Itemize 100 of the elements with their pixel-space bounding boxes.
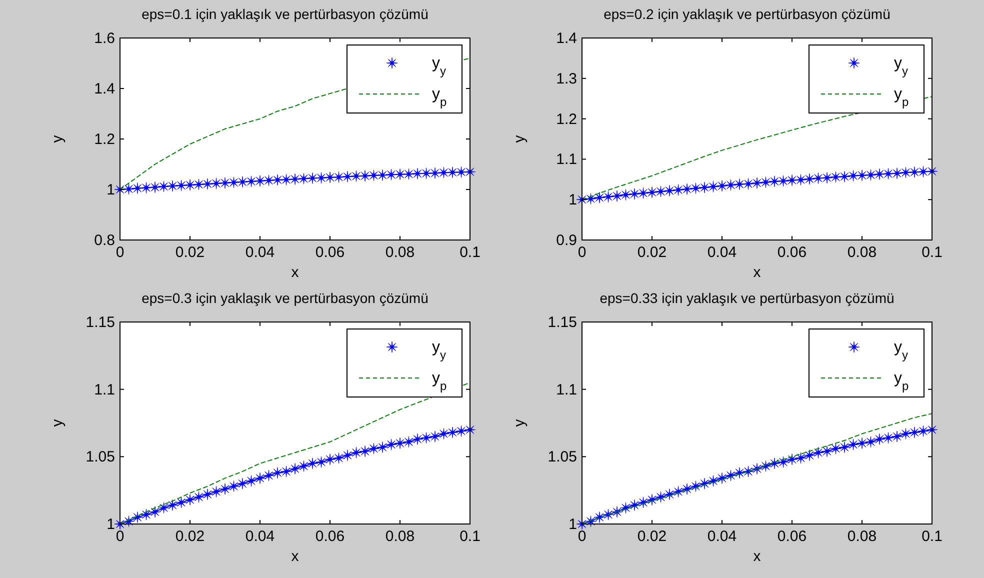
point xyxy=(193,491,204,503)
point xyxy=(394,168,406,180)
point xyxy=(751,177,763,189)
point xyxy=(786,174,798,186)
point xyxy=(429,430,441,442)
point xyxy=(193,178,204,190)
point xyxy=(838,442,850,453)
point xyxy=(184,494,196,506)
point xyxy=(123,183,134,195)
x-tick-label: 0.06 xyxy=(315,244,345,261)
point xyxy=(333,171,344,183)
point xyxy=(891,430,903,442)
y-axis-title: y xyxy=(49,418,66,427)
chart-title: eps=0.1 için yaklaşık ve pertürbasyon çözümü xyxy=(142,6,428,22)
legend-label: y$_{y}$ xyxy=(894,339,908,362)
point xyxy=(882,432,894,444)
point xyxy=(628,188,640,200)
point xyxy=(576,518,588,530)
y-tick-label: 1.2 xyxy=(94,131,115,148)
point xyxy=(412,168,424,180)
point xyxy=(166,499,178,511)
y-axis-title: y xyxy=(511,418,528,427)
point xyxy=(316,172,327,184)
legend-label: y$_{y}$ xyxy=(432,339,446,362)
point xyxy=(438,428,450,440)
x-tick-label: 0.08 xyxy=(385,244,415,261)
point xyxy=(158,502,170,514)
point xyxy=(342,170,354,182)
point xyxy=(228,176,240,188)
x-tick-label: 0.02 xyxy=(637,244,667,261)
x-axis-title: x xyxy=(753,548,762,565)
y-tick-label: 1.2 xyxy=(556,110,577,128)
point xyxy=(176,496,187,508)
point xyxy=(306,172,318,184)
point xyxy=(306,458,318,470)
x-tick-label: 0.04 xyxy=(245,528,275,545)
point xyxy=(386,168,397,180)
legend-label: y$_{p}$ xyxy=(432,86,447,109)
y-tick-label: 1.1 xyxy=(556,381,577,398)
point xyxy=(324,172,336,184)
y-tick-label: 1.4 xyxy=(556,30,577,47)
y-tick-label: 1 xyxy=(568,192,577,209)
point xyxy=(848,170,859,182)
point xyxy=(420,432,432,444)
y-tick-label: 1 xyxy=(568,516,577,533)
point xyxy=(681,483,693,495)
point xyxy=(856,438,868,449)
point xyxy=(734,178,746,190)
point xyxy=(289,173,301,185)
point xyxy=(795,452,806,464)
point xyxy=(280,466,292,478)
point xyxy=(429,167,441,179)
point xyxy=(176,180,187,192)
x-tick-label: 0.06 xyxy=(777,528,807,545)
point xyxy=(376,442,388,453)
point xyxy=(698,182,710,194)
point xyxy=(900,428,912,440)
y-tick-label: 1.4 xyxy=(94,80,115,98)
y-axis-title: y xyxy=(511,134,528,143)
point xyxy=(236,478,248,490)
point xyxy=(446,426,458,438)
point xyxy=(760,176,772,188)
point xyxy=(272,467,284,479)
point xyxy=(821,446,833,457)
x-tick-label: 0.08 xyxy=(385,528,415,545)
point xyxy=(202,488,214,500)
point xyxy=(184,179,196,191)
point xyxy=(368,442,380,454)
point xyxy=(681,183,693,195)
point xyxy=(114,518,126,530)
point xyxy=(768,458,780,470)
point xyxy=(298,460,310,472)
point xyxy=(725,179,736,191)
point xyxy=(812,446,824,458)
legend-label: y$_{p}$ xyxy=(432,370,447,393)
point xyxy=(166,180,178,192)
y-tick-label: 1.1 xyxy=(94,381,115,398)
point xyxy=(342,450,354,462)
x-tick-label: 0.02 xyxy=(637,528,667,545)
x-tick-label: 0.02 xyxy=(175,244,205,261)
point xyxy=(778,456,789,468)
point xyxy=(900,166,912,178)
x-tick-label: 0.06 xyxy=(777,244,807,261)
point xyxy=(280,174,292,186)
point xyxy=(236,176,248,188)
y-axis-title: y xyxy=(49,134,66,143)
x-tick-label: 0.04 xyxy=(707,528,737,545)
y-tick-label: 1.3 xyxy=(556,70,577,88)
point xyxy=(420,168,432,180)
point xyxy=(655,186,666,198)
y-tick-label: 0.9 xyxy=(556,232,577,249)
legend-label: y$_{y}$ xyxy=(894,55,908,78)
point xyxy=(254,175,266,187)
point xyxy=(228,480,240,492)
point xyxy=(412,433,424,445)
point xyxy=(394,438,406,449)
point xyxy=(620,189,632,200)
point xyxy=(132,182,144,194)
y-tick-label: 1 xyxy=(106,516,115,533)
point xyxy=(359,170,371,182)
